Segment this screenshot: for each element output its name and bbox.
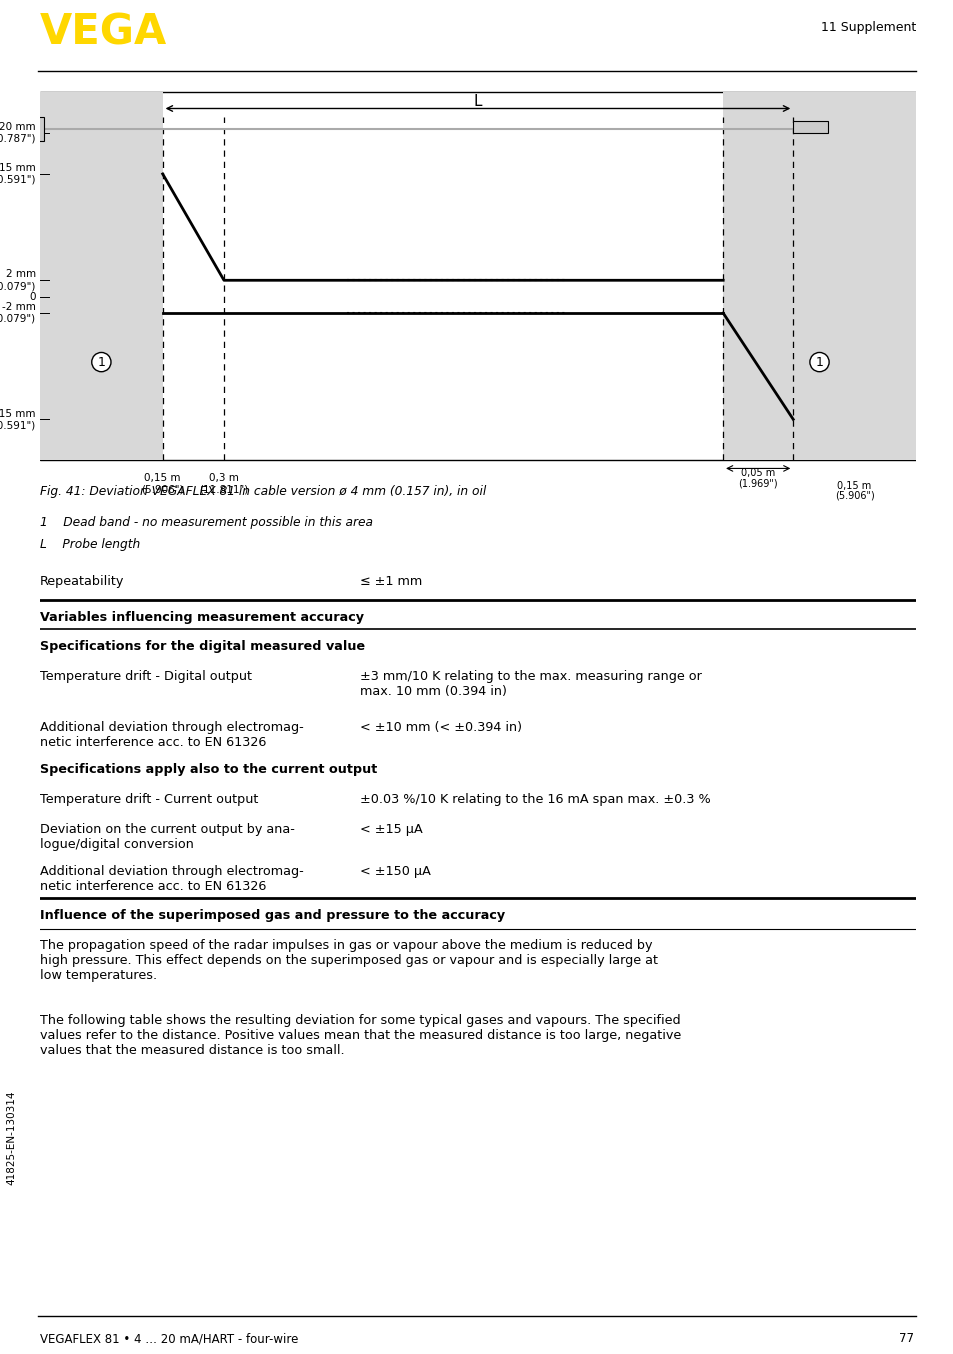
Text: ≤ ±1 mm: ≤ ±1 mm: [359, 574, 421, 588]
Text: ±3 mm/10 K relating to the max. measuring range or
max. 10 mm (0.394 in): ±3 mm/10 K relating to the max. measurin…: [359, 670, 700, 697]
Text: 11 Supplement: 11 Supplement: [820, 20, 915, 34]
Text: VEGAFLEX 81 • 4 … 20 mA/HART - four-wire: VEGAFLEX 81 • 4 … 20 mA/HART - four-wire: [40, 1332, 298, 1346]
Text: (1.969"): (1.969"): [738, 478, 778, 489]
Text: 15 mm
(0.591"): 15 mm (0.591"): [0, 162, 35, 184]
Text: 2 mm
(0.079"): 2 mm (0.079"): [0, 269, 35, 291]
Text: 1: 1: [97, 356, 105, 368]
Text: The propagation speed of the radar impulses in gas or vapour above the medium is: The propagation speed of the radar impul…: [40, 940, 658, 983]
Text: VEGA: VEGA: [40, 11, 167, 53]
Text: Influence of the superimposed gas and pressure to the accuracy: Influence of the superimposed gas and pr…: [40, 909, 505, 922]
Text: Additional deviation through electromag-
netic interference acc. to EN 61326: Additional deviation through electromag-…: [40, 722, 303, 749]
Text: 0,15 m
(5.906"): 0,15 m (5.906"): [141, 473, 184, 494]
Text: Temperature drift - Current output: Temperature drift - Current output: [40, 793, 258, 806]
Text: L    Probe length: L Probe length: [40, 538, 140, 551]
Bar: [13, 116, 45, 141]
Text: Fig. 41: Deviation VEGAFLEX 81 in cable version ø 4 mm (0.157 in), in oil: Fig. 41: Deviation VEGAFLEX 81 in cable …: [40, 485, 486, 498]
Text: (5.906"): (5.906"): [834, 490, 874, 501]
Text: ±0.03 %/10 K relating to the 16 mA span max. ±0.3 %: ±0.03 %/10 K relating to the 16 mA span …: [359, 793, 710, 806]
Text: L: L: [474, 95, 481, 110]
Text: Variables influencing measurement accuracy: Variables influencing measurement accura…: [40, 611, 364, 624]
Text: 1    Dead band - no measurement possible in this area: 1 Dead band - no measurement possible in…: [40, 516, 373, 529]
Text: 1: 1: [815, 356, 822, 368]
Text: Additional deviation through electromag-
netic interference acc. to EN 61326: Additional deviation through electromag-…: [40, 865, 303, 892]
Text: Repeatability: Repeatability: [40, 574, 124, 588]
Text: 41825-EN-130314: 41825-EN-130314: [7, 1090, 17, 1185]
Text: 77: 77: [898, 1332, 913, 1346]
Text: 0,15 m: 0,15 m: [837, 481, 871, 490]
Bar: [40, 92, 163, 460]
Text: < ±10 mm (< ±0.394 in): < ±10 mm (< ±0.394 in): [359, 722, 521, 734]
Text: 0,3 m
(11.811"): 0,3 m (11.811"): [199, 473, 249, 494]
Text: -15 mm
(-0.591"): -15 mm (-0.591"): [0, 409, 35, 431]
Text: Specifications for the digital measured value: Specifications for the digital measured …: [40, 639, 365, 653]
Text: 20 mm
(0.787"): 20 mm (0.787"): [0, 122, 35, 144]
Text: Specifications apply also to the current output: Specifications apply also to the current…: [40, 762, 377, 776]
Text: < ±150 μA: < ±150 μA: [359, 865, 430, 877]
Text: Temperature drift - Digital output: Temperature drift - Digital output: [40, 670, 252, 682]
Text: 0: 0: [30, 291, 35, 302]
Text: The following table shows the resulting deviation for some typical gases and vap: The following table shows the resulting …: [40, 1014, 680, 1057]
Bar: [722, 92, 915, 460]
Bar: [792, 121, 827, 133]
Text: Deviation on the current output by ana-
logue/digital conversion: Deviation on the current output by ana- …: [40, 823, 294, 850]
Text: -2 mm
(-0.079"): -2 mm (-0.079"): [0, 302, 35, 324]
Text: < ±15 μA: < ±15 μA: [359, 823, 422, 835]
Text: 0,05 m: 0,05 m: [740, 468, 775, 478]
